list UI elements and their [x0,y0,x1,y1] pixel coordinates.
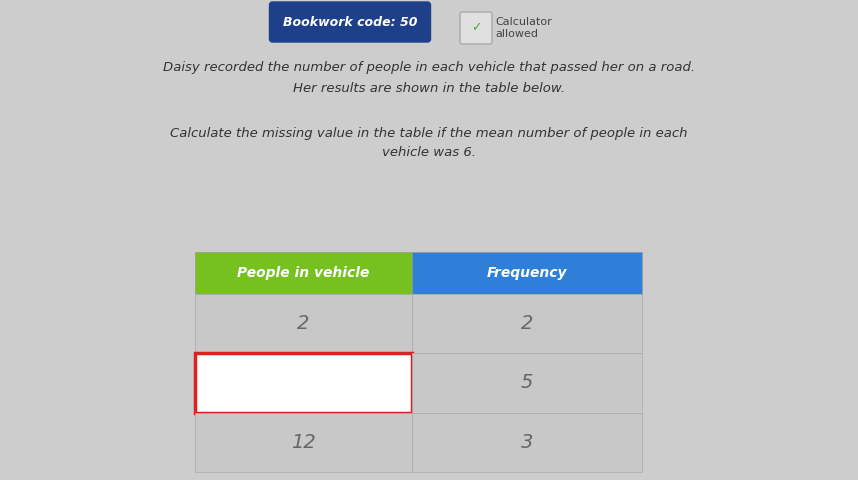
Text: 3: 3 [521,433,533,452]
Text: 2: 2 [297,314,310,333]
Text: Calculator
allowed: Calculator allowed [495,17,552,39]
FancyBboxPatch shape [269,2,431,42]
Bar [195,252,412,294]
Bar [412,252,642,294]
Text: ✓: ✓ [471,22,481,35]
Bar [195,294,412,353]
Bar [195,353,412,413]
Text: Daisy recorded the number of people in each vehicle that passed her on a road.: Daisy recorded the number of people in e… [163,61,695,74]
Text: Her results are shown in the table below.: Her results are shown in the table below… [293,82,565,95]
Bar [412,353,642,413]
Text: 5: 5 [521,373,533,393]
Text: Bookwork code: 50: Bookwork code: 50 [283,15,417,28]
Text: vehicle was 6.: vehicle was 6. [382,146,476,159]
Text: 2: 2 [521,314,533,333]
Text: Calculate the missing value in the table if the mean number of people in each: Calculate the missing value in the table… [170,127,688,140]
FancyBboxPatch shape [460,12,492,44]
Text: 12: 12 [291,433,316,452]
Bar [412,413,642,472]
Text: Frequency: Frequency [486,266,567,280]
Bar [412,294,642,353]
Bar [195,413,412,472]
Text: People in vehicle: People in vehicle [237,266,370,280]
